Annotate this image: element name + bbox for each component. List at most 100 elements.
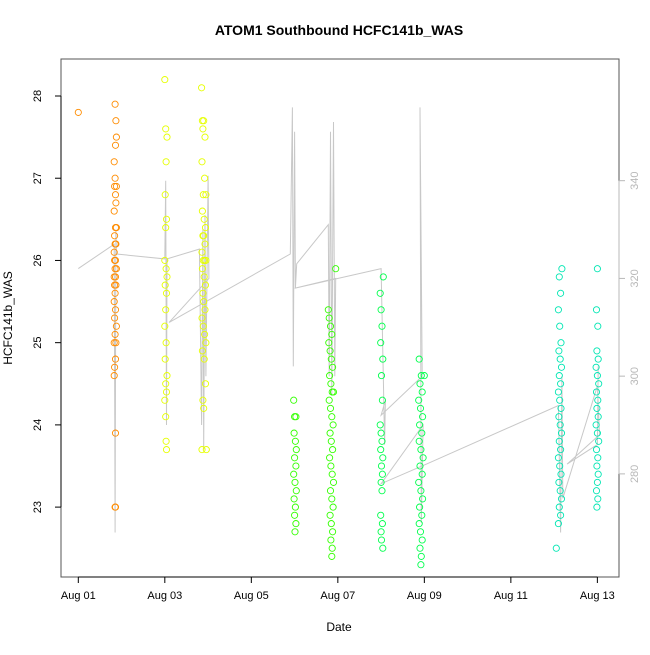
- data-point: [377, 429, 385, 437]
- data-point: [557, 446, 565, 454]
- data-point: [161, 396, 169, 404]
- data-point: [292, 487, 300, 495]
- data-point: [328, 330, 336, 338]
- data-point: [418, 388, 426, 396]
- data-point: [111, 232, 119, 240]
- data-point: [555, 503, 563, 511]
- data-point: [161, 191, 169, 199]
- data-point: [416, 462, 424, 470]
- points-layer: [74, 76, 603, 569]
- data-point: [111, 265, 119, 273]
- data-point: [418, 470, 426, 478]
- data-point: [328, 470, 336, 478]
- data-point: [419, 413, 427, 421]
- data-point: [415, 520, 423, 528]
- data-point: [555, 413, 563, 421]
- data-point: [200, 355, 208, 363]
- data-point: [555, 347, 563, 355]
- data-point: [110, 158, 118, 166]
- data-point: [199, 396, 207, 404]
- data-point: [555, 273, 563, 281]
- data-point: [162, 339, 170, 347]
- data-point: [292, 446, 300, 454]
- data-point: [112, 240, 120, 248]
- data-point: [416, 528, 425, 536]
- data-point: [552, 544, 560, 552]
- x-tick-label: Aug 05: [234, 590, 269, 602]
- data-point: [416, 380, 424, 388]
- data-point: [162, 158, 170, 166]
- data-point: [290, 396, 298, 404]
- data-point: [162, 306, 170, 314]
- data-point: [377, 478, 385, 486]
- data-point: [377, 511, 385, 519]
- data-point: [595, 380, 603, 388]
- data-point: [198, 248, 206, 256]
- data-point: [593, 429, 601, 437]
- data-point: [291, 478, 299, 486]
- data-point: [162, 265, 170, 273]
- data-point: [325, 396, 333, 404]
- data-point: [378, 396, 386, 404]
- data-point: [291, 528, 299, 536]
- data-point: [377, 372, 386, 380]
- data-point: [554, 306, 562, 314]
- data-point: [326, 404, 335, 412]
- data-point: [198, 446, 206, 454]
- data-point: [556, 421, 564, 429]
- data-point: [292, 520, 300, 528]
- y-tick-label: 28: [32, 90, 44, 102]
- y-tick-label: 25: [32, 337, 44, 349]
- x-axis: Aug 01 Aug 03 Aug 05 Aug 07 Aug 09 Aug 11 Aug …: [61, 576, 615, 602]
- data-point: [329, 528, 337, 536]
- data-point: [325, 314, 333, 322]
- data-point: [593, 347, 601, 355]
- secondary-y-axis: 280 300 320 340: [618, 172, 641, 483]
- data-point: [594, 413, 602, 421]
- data-point: [111, 429, 120, 437]
- data-point: [291, 511, 299, 519]
- data-point: [557, 429, 566, 437]
- data-point: [420, 372, 428, 380]
- data-point: [111, 141, 120, 149]
- data-point: [379, 454, 387, 462]
- data-point: [324, 306, 332, 314]
- data-point: [415, 355, 423, 363]
- data-point: [594, 454, 602, 462]
- data-point: [592, 363, 600, 371]
- data-point: [418, 511, 426, 519]
- data-point: [202, 191, 210, 199]
- data-point: [377, 446, 385, 454]
- x-tick-label: Aug 11: [494, 590, 528, 602]
- data-point: [200, 117, 208, 125]
- data-point: [377, 528, 385, 536]
- data-point: [326, 347, 334, 355]
- data-point: [200, 298, 208, 306]
- data-point: [376, 289, 384, 297]
- data-point: [416, 544, 424, 552]
- data-point: [592, 388, 601, 396]
- data-point: [162, 380, 170, 388]
- data-point: [199, 191, 207, 199]
- data-point: [417, 372, 425, 380]
- data-point: [379, 355, 387, 363]
- data-point: [554, 388, 562, 396]
- data-point: [163, 372, 171, 380]
- data-point: [291, 503, 299, 511]
- data-point: [162, 388, 171, 396]
- data-point: [201, 306, 209, 314]
- data-point: [111, 182, 119, 190]
- data-point: [377, 339, 385, 347]
- data-point: [594, 322, 602, 330]
- data-point: [557, 511, 565, 519]
- data-point: [329, 363, 337, 371]
- data-point: [161, 256, 169, 264]
- data-point: [161, 281, 169, 289]
- data-point: [417, 446, 425, 454]
- data-point: [110, 248, 118, 256]
- data-point: [199, 322, 207, 330]
- data-point: [111, 314, 119, 322]
- data-point: [112, 199, 120, 207]
